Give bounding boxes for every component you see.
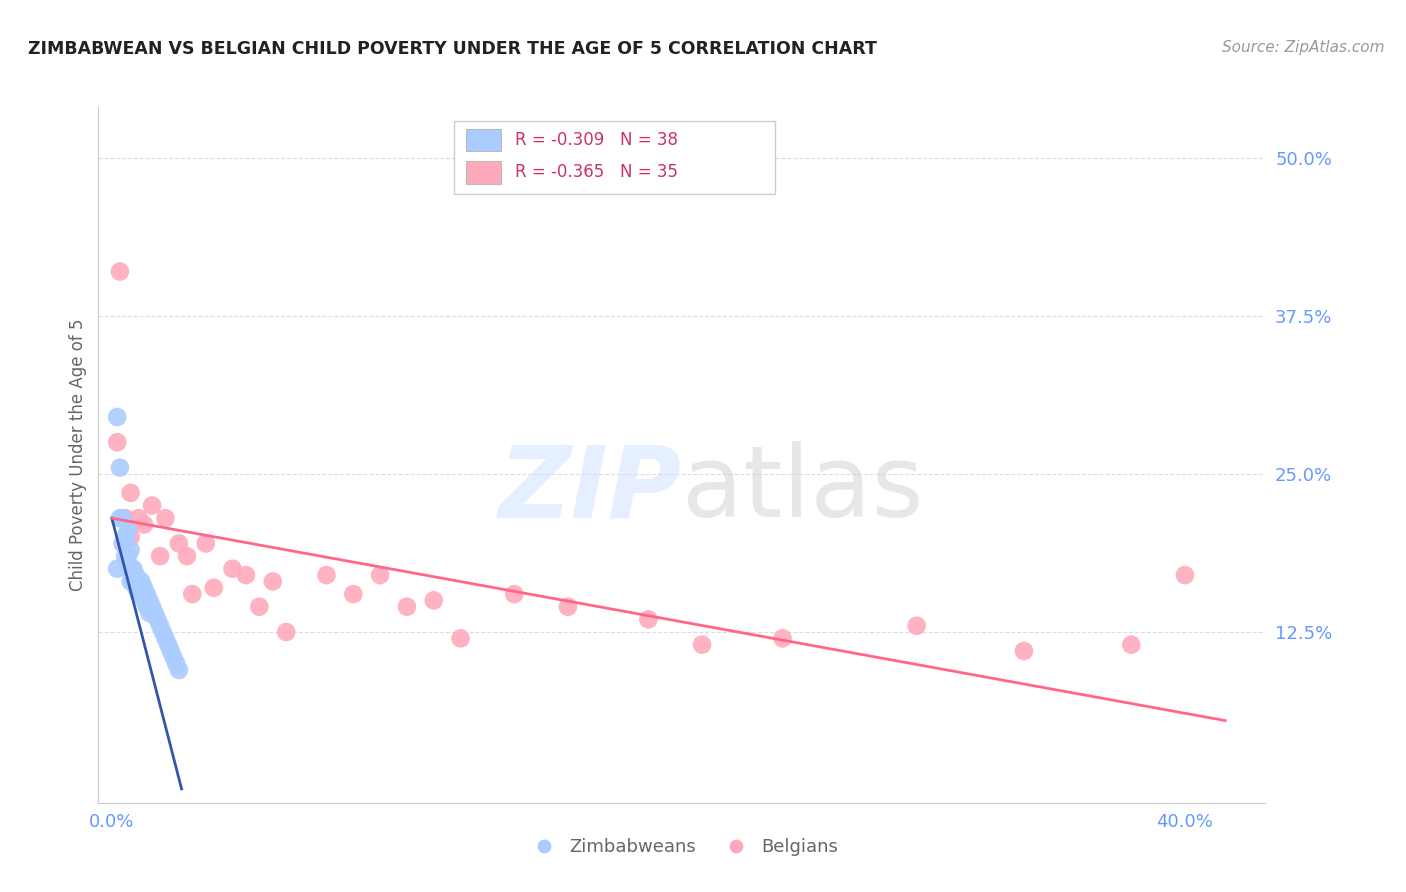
Point — [120, 530, 142, 544]
Point — [557, 599, 579, 614]
Point — [108, 264, 131, 278]
Point — [262, 574, 284, 589]
Point — [167, 536, 190, 550]
Point — [690, 638, 713, 652]
Point — [202, 581, 225, 595]
Text: Source: ZipAtlas.com: Source: ZipAtlas.com — [1222, 40, 1385, 55]
Point — [132, 593, 155, 607]
Point — [120, 486, 142, 500]
Text: R = -0.365   N = 35: R = -0.365 N = 35 — [515, 163, 678, 181]
Point — [368, 568, 391, 582]
Point — [132, 581, 155, 595]
Point — [247, 599, 270, 614]
Point — [160, 644, 183, 658]
Legend: Zimbabweans, Belgians: Zimbabweans, Belgians — [519, 831, 845, 863]
Bar — [465, 128, 501, 151]
Point — [235, 568, 257, 582]
Point — [143, 606, 166, 620]
Point — [105, 409, 128, 424]
Point — [157, 638, 180, 652]
Point — [155, 632, 177, 646]
Point — [111, 536, 134, 550]
Point — [342, 587, 364, 601]
Point — [1012, 644, 1035, 658]
Text: atlas: atlas — [682, 442, 924, 538]
Point — [138, 593, 160, 607]
Point — [149, 549, 172, 563]
Point — [155, 511, 177, 525]
Point — [114, 549, 136, 563]
Point — [181, 587, 204, 601]
Point — [117, 549, 139, 563]
Point — [141, 499, 163, 513]
Point — [135, 599, 157, 614]
Point — [128, 587, 150, 601]
Point — [162, 650, 184, 665]
Point — [120, 574, 142, 589]
Point — [141, 599, 163, 614]
Point — [165, 657, 187, 671]
Point — [138, 606, 160, 620]
Text: ZIP: ZIP — [499, 442, 682, 538]
Point — [176, 549, 198, 563]
Point — [105, 435, 128, 450]
Point — [128, 574, 150, 589]
Point — [111, 511, 134, 525]
Point — [637, 612, 659, 626]
Text: R = -0.309   N = 38: R = -0.309 N = 38 — [515, 131, 678, 149]
Point — [772, 632, 794, 646]
Point — [125, 568, 148, 582]
Point — [114, 530, 136, 544]
Point — [1121, 638, 1143, 652]
Point — [194, 536, 217, 550]
Point — [276, 625, 298, 640]
Point — [120, 542, 142, 557]
Point — [503, 587, 526, 601]
Point — [108, 511, 131, 525]
Point — [395, 599, 418, 614]
Point — [122, 562, 145, 576]
Point — [125, 581, 148, 595]
Point — [117, 524, 139, 538]
Point — [108, 460, 131, 475]
Point — [122, 574, 145, 589]
Point — [128, 511, 150, 525]
Point — [135, 587, 157, 601]
Point — [423, 593, 446, 607]
Bar — [465, 161, 501, 184]
Point — [105, 562, 128, 576]
Point — [315, 568, 337, 582]
Point — [149, 618, 172, 632]
Point — [131, 574, 153, 589]
Point — [132, 517, 155, 532]
Text: ZIMBABWEAN VS BELGIAN CHILD POVERTY UNDER THE AGE OF 5 CORRELATION CHART: ZIMBABWEAN VS BELGIAN CHILD POVERTY UNDE… — [28, 40, 877, 58]
Point — [131, 587, 153, 601]
FancyBboxPatch shape — [454, 121, 775, 194]
Point — [146, 612, 169, 626]
Point — [152, 625, 174, 640]
Point — [1174, 568, 1197, 582]
Y-axis label: Child Poverty Under the Age of 5: Child Poverty Under the Age of 5 — [69, 318, 87, 591]
Point — [114, 511, 136, 525]
Point — [120, 562, 142, 576]
Point — [905, 618, 928, 632]
Point — [221, 562, 243, 576]
Point — [450, 632, 472, 646]
Point — [167, 663, 190, 677]
